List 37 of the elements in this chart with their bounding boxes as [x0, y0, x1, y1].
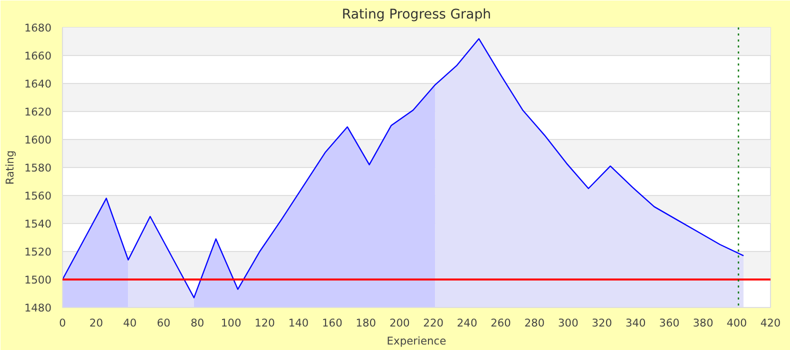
x-tick-label: 240 — [456, 316, 478, 330]
chart-title: Rating Progress Graph — [342, 8, 492, 22]
y-tick-label: 1620 — [24, 106, 52, 118]
x-tick-label: 200 — [389, 316, 410, 330]
line-series — [62, 38, 744, 298]
y-tick-label: 1680 — [24, 22, 52, 34]
y-tick-label: 1480 — [24, 302, 52, 314]
x-tick-label: 40 — [123, 316, 137, 330]
y-tick-label: 1500 — [24, 274, 52, 286]
x-tick-label: 0 — [59, 316, 66, 330]
x-tick-label: 100 — [220, 316, 242, 330]
y-tick-label: 1640 — [24, 78, 52, 90]
x-tick-label: 180 — [356, 316, 376, 330]
x-tick-label: 420 — [760, 316, 781, 330]
x-axis-title: Experience — [386, 334, 446, 348]
x-tick-label: 60 — [156, 316, 171, 330]
y-tick-label: 1600 — [24, 134, 52, 146]
y-tick-label: 1660 — [24, 50, 52, 62]
y-axis-title: Rating — [3, 150, 16, 185]
x-tick-label: 220 — [423, 316, 444, 330]
x-tick-label: 340 — [625, 316, 646, 330]
y-tick-label: 1520 — [24, 246, 52, 258]
x-tick-label: 360 — [659, 316, 680, 330]
x-tick-label: 380 — [692, 316, 714, 330]
x-tick-label: 260 — [490, 316, 512, 330]
x-tick-label: 400 — [726, 316, 748, 330]
x-tick-label: 140 — [288, 316, 309, 330]
x-tick-label: 120 — [254, 316, 276, 330]
y-tick-label: 1560 — [24, 190, 52, 202]
x-tick-label: 20 — [89, 316, 104, 330]
y-tick-label: 1540 — [24, 218, 52, 230]
x-tick-label: 160 — [322, 316, 343, 330]
x-tick-label: 80 — [190, 316, 204, 330]
x-tick-label: 280 — [524, 316, 545, 330]
x-tick-label: 320 — [592, 316, 612, 330]
x-tick-label: 300 — [558, 316, 579, 330]
y-tick-label: 1580 — [24, 162, 52, 174]
